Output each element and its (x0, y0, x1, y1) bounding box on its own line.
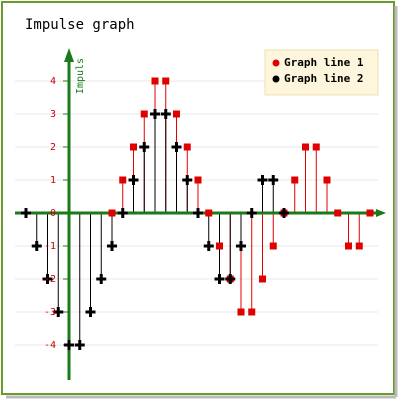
marker (183, 143, 191, 151)
marker (74, 340, 85, 350)
y-tick-label: 4 (50, 76, 56, 87)
marker (291, 176, 299, 184)
marker (151, 77, 159, 85)
marker (268, 175, 279, 185)
marker (237, 308, 245, 316)
marker (193, 208, 203, 218)
y-tick-label: -1 (44, 241, 56, 252)
marker (312, 143, 320, 151)
marker (355, 242, 363, 250)
marker (140, 110, 148, 118)
marker (21, 208, 31, 218)
marker (366, 209, 374, 217)
marker (96, 274, 107, 284)
marker (171, 142, 182, 152)
y-tick-label: -2 (44, 274, 56, 285)
marker (194, 176, 202, 184)
marker (279, 208, 289, 218)
marker (225, 274, 236, 284)
stems (36, 81, 360, 345)
marker (42, 274, 53, 284)
chart-title: Impulse graph (25, 17, 135, 33)
marker (216, 242, 223, 250)
marker (162, 77, 170, 85)
y-tick-label: 3 (50, 109, 56, 120)
y-axis-label: Impuls (75, 58, 86, 94)
legend-entries: Graph line 1 Graph line 2 (272, 56, 364, 85)
marker (53, 307, 64, 317)
marker (130, 143, 137, 151)
marker (108, 209, 116, 217)
marker (214, 274, 225, 284)
marker (246, 208, 257, 218)
marker (173, 110, 180, 118)
markers (21, 77, 374, 350)
legend-marker (272, 75, 280, 83)
marker (119, 176, 127, 184)
y-tick-label: -3 (44, 307, 56, 318)
marker (334, 209, 342, 217)
marker (31, 241, 42, 251)
marker (85, 307, 96, 317)
marker (107, 241, 117, 251)
marker (182, 175, 193, 185)
legend-label: Graph line 1 (284, 56, 364, 69)
legend-marker (272, 59, 280, 67)
y-axis-arrow (64, 48, 74, 62)
marker (257, 175, 268, 185)
marker (236, 241, 246, 251)
marker (302, 143, 309, 151)
y-tick-label: 1 (50, 175, 56, 186)
x-axis-arrow (376, 209, 386, 217)
marker (117, 208, 128, 218)
marker (345, 242, 352, 250)
y-tick-label: 0 (50, 208, 56, 219)
marker (64, 340, 74, 350)
marker (150, 109, 160, 119)
y-tick-label: 2 (50, 142, 56, 153)
marker (248, 308, 256, 316)
marker (205, 209, 213, 217)
y-tick-label: -4 (44, 340, 56, 351)
legend-label: Graph line 2 (284, 72, 363, 85)
legend (264, 49, 379, 96)
marker (128, 175, 139, 185)
marker (139, 142, 150, 152)
marker (160, 109, 171, 119)
marker (323, 176, 331, 184)
marker (269, 242, 277, 250)
marker (259, 275, 266, 283)
marker (203, 241, 214, 251)
